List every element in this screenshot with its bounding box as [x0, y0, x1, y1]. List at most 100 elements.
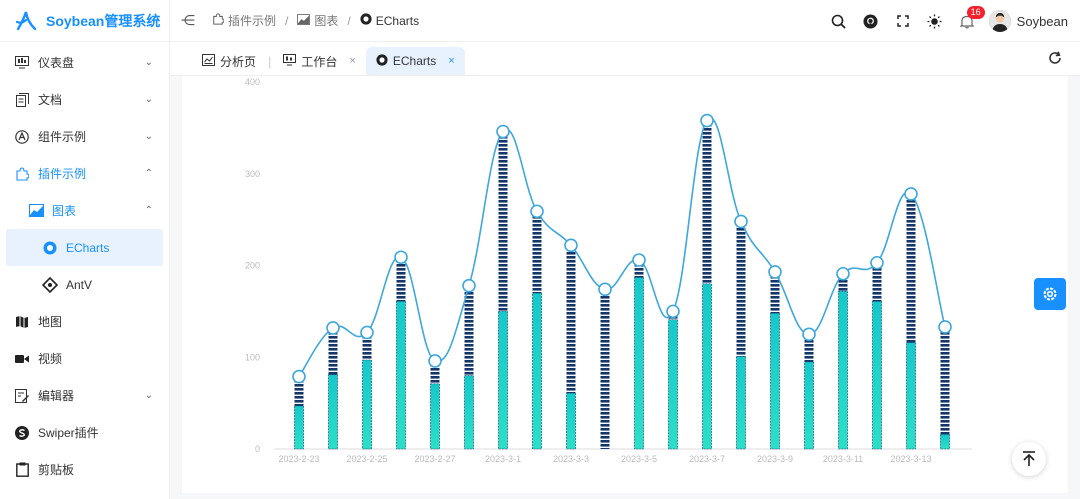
search-icon[interactable] — [823, 5, 855, 37]
back-to-top-button[interactable] — [1012, 442, 1046, 476]
echarts-icon — [376, 53, 388, 69]
tab-label: ECharts — [392, 54, 437, 68]
series-line — [298, 117, 946, 377]
line-point — [462, 278, 476, 293]
echarts-icon — [360, 13, 372, 28]
tab-workbench[interactable]: 工作台 × — [273, 47, 365, 75]
fullscreen-icon[interactable] — [887, 5, 919, 37]
app-title: Soybean管理系统 — [46, 12, 161, 29]
bar-solid — [872, 300, 882, 450]
bar-solid — [668, 319, 678, 450]
tab-divider: | — [268, 53, 272, 69]
menu-collapse-icon[interactable]: ⋲ — [181, 12, 195, 28]
gear-icon — [1043, 287, 1057, 301]
breadcrumb-label: ECharts — [375, 13, 420, 28]
bar-striped — [940, 326, 950, 449]
notification-badge: 16 — [966, 6, 985, 19]
tab-label: 工作台 — [301, 54, 338, 69]
chevron-up-icon: ⌃ — [144, 168, 153, 179]
bar-solid — [294, 405, 304, 450]
bar-solid — [396, 300, 406, 450]
bar-solid — [328, 374, 338, 450]
map-icon — [14, 314, 30, 330]
user-name[interactable]: Soybean — [1016, 13, 1068, 29]
github-icon[interactable] — [855, 5, 887, 37]
x-tick-label: 2023-3-5 — [621, 454, 657, 464]
sidebar-item-label: 文档 — [38, 93, 63, 107]
y-tick-label: 0 — [255, 444, 260, 454]
chevron-down-icon: ⌄ — [144, 131, 153, 142]
sidebar-item-plugins[interactable]: 插件示例 ⌃ — [0, 155, 169, 192]
x-tick-label: 2023-2-23 — [278, 454, 319, 464]
breadcrumb-label: 图表 — [314, 14, 339, 28]
sidebar-item-label: Swiper插件 — [38, 426, 99, 440]
tab-analysis[interactable]: 分析页 — [192, 47, 266, 75]
app-logo[interactable]: Soybean管理系统 — [0, 0, 169, 42]
settings-button[interactable] — [1034, 278, 1066, 310]
sidebar-item-label: 剪贴板 — [38, 463, 75, 477]
sidebar-item-dashboard[interactable]: 仪表盘 ⌄ — [0, 44, 169, 81]
notification-bell-icon[interactable]: 16 — [951, 5, 985, 37]
breadcrumb-item-charts[interactable]: 图表 — [297, 12, 338, 29]
bar-solid — [498, 311, 508, 450]
line-point — [700, 113, 714, 128]
soybean-logo-icon — [15, 11, 37, 30]
sidebar-item-components[interactable]: 组件示例 ⌄ — [0, 118, 169, 155]
component-icon — [14, 129, 30, 145]
arrow-up-icon — [1023, 451, 1035, 466]
line-point — [632, 253, 646, 267]
y-tick-label: 100 — [245, 352, 260, 362]
theme-sun-icon[interactable] — [919, 5, 951, 37]
line-point — [530, 204, 544, 219]
line-point — [326, 321, 340, 335]
reload-icon[interactable] — [1048, 51, 1062, 68]
sidebar-item-document[interactable]: 文档 ⌄ — [0, 81, 169, 118]
bar-solid — [838, 290, 848, 450]
sidebar-item-echarts[interactable]: ECharts — [6, 229, 163, 266]
chevron-down-icon: ⌄ — [144, 390, 153, 401]
close-icon[interactable]: × — [448, 55, 455, 67]
plugin-icon — [212, 13, 225, 28]
bar-solid — [634, 277, 644, 450]
sidebar-item-swiper[interactable]: Swiper插件 — [0, 414, 169, 451]
y-tick-label: 400 — [245, 77, 260, 87]
main-content: 0 100 200 300 400 2023-2-23 2023-2-25 2023-2-27… — [170, 76, 1080, 499]
sidebar-menu: 仪表盘 ⌄ 文档 ⌄ 组件示例 ⌄ 插件示例 ⌃ — [0, 42, 169, 488]
sidebar-item-label: ECharts — [66, 240, 110, 255]
swiper-icon — [14, 425, 30, 441]
sidebar-item-clipboard[interactable]: 剪贴板 — [0, 451, 169, 488]
bar-solid — [430, 383, 440, 450]
sidebar-item-video[interactable]: 视频 — [0, 340, 169, 377]
close-icon[interactable]: × — [349, 55, 356, 67]
sidebar-item-antv[interactable]: AntV — [0, 266, 169, 303]
x-tick-label: 2023-3-13 — [890, 454, 931, 464]
sidebar-item-map[interactable]: 地图 — [0, 303, 169, 340]
document-icon — [14, 92, 30, 108]
bar-solid — [566, 392, 576, 450]
breadcrumb-item-echarts[interactable]: ECharts — [360, 13, 419, 28]
line-point — [598, 282, 612, 297]
echarts-bar-line-chart[interactable]: 0 100 200 300 400 2023-2-23 2023-2-25 2023-2-27… — [182, 76, 1068, 493]
sidebar-item-label: 地图 — [38, 315, 63, 329]
breadcrumb-item-plugins[interactable]: 插件示例 — [212, 12, 276, 29]
line-point — [394, 250, 408, 265]
x-tick-label: 2023-3-9 — [757, 454, 793, 464]
y-tick-label: 200 — [245, 261, 260, 271]
chevron-up-icon: ⌃ — [144, 205, 153, 216]
chart-icon — [297, 13, 311, 28]
line-point — [496, 124, 510, 139]
antv-icon — [42, 276, 58, 293]
sidebar-item-label: 视频 — [38, 352, 63, 366]
line-point — [564, 238, 578, 253]
video-icon — [14, 351, 30, 367]
breadcrumb-label: 插件示例 — [228, 14, 277, 28]
chevron-down-icon: ⌄ — [144, 94, 153, 105]
x-tick-label: 2023-3-1 — [485, 454, 521, 464]
avatar[interactable] — [988, 10, 1011, 32]
sidebar-item-charts[interactable]: 图表 ⌃ — [0, 192, 169, 229]
sidebar-item-editor[interactable]: 编辑器 ⌄ — [0, 377, 169, 414]
line-point — [292, 369, 306, 384]
line-point — [870, 255, 884, 270]
tab-echarts[interactable]: ECharts × — [365, 47, 465, 75]
line-point — [360, 325, 374, 340]
